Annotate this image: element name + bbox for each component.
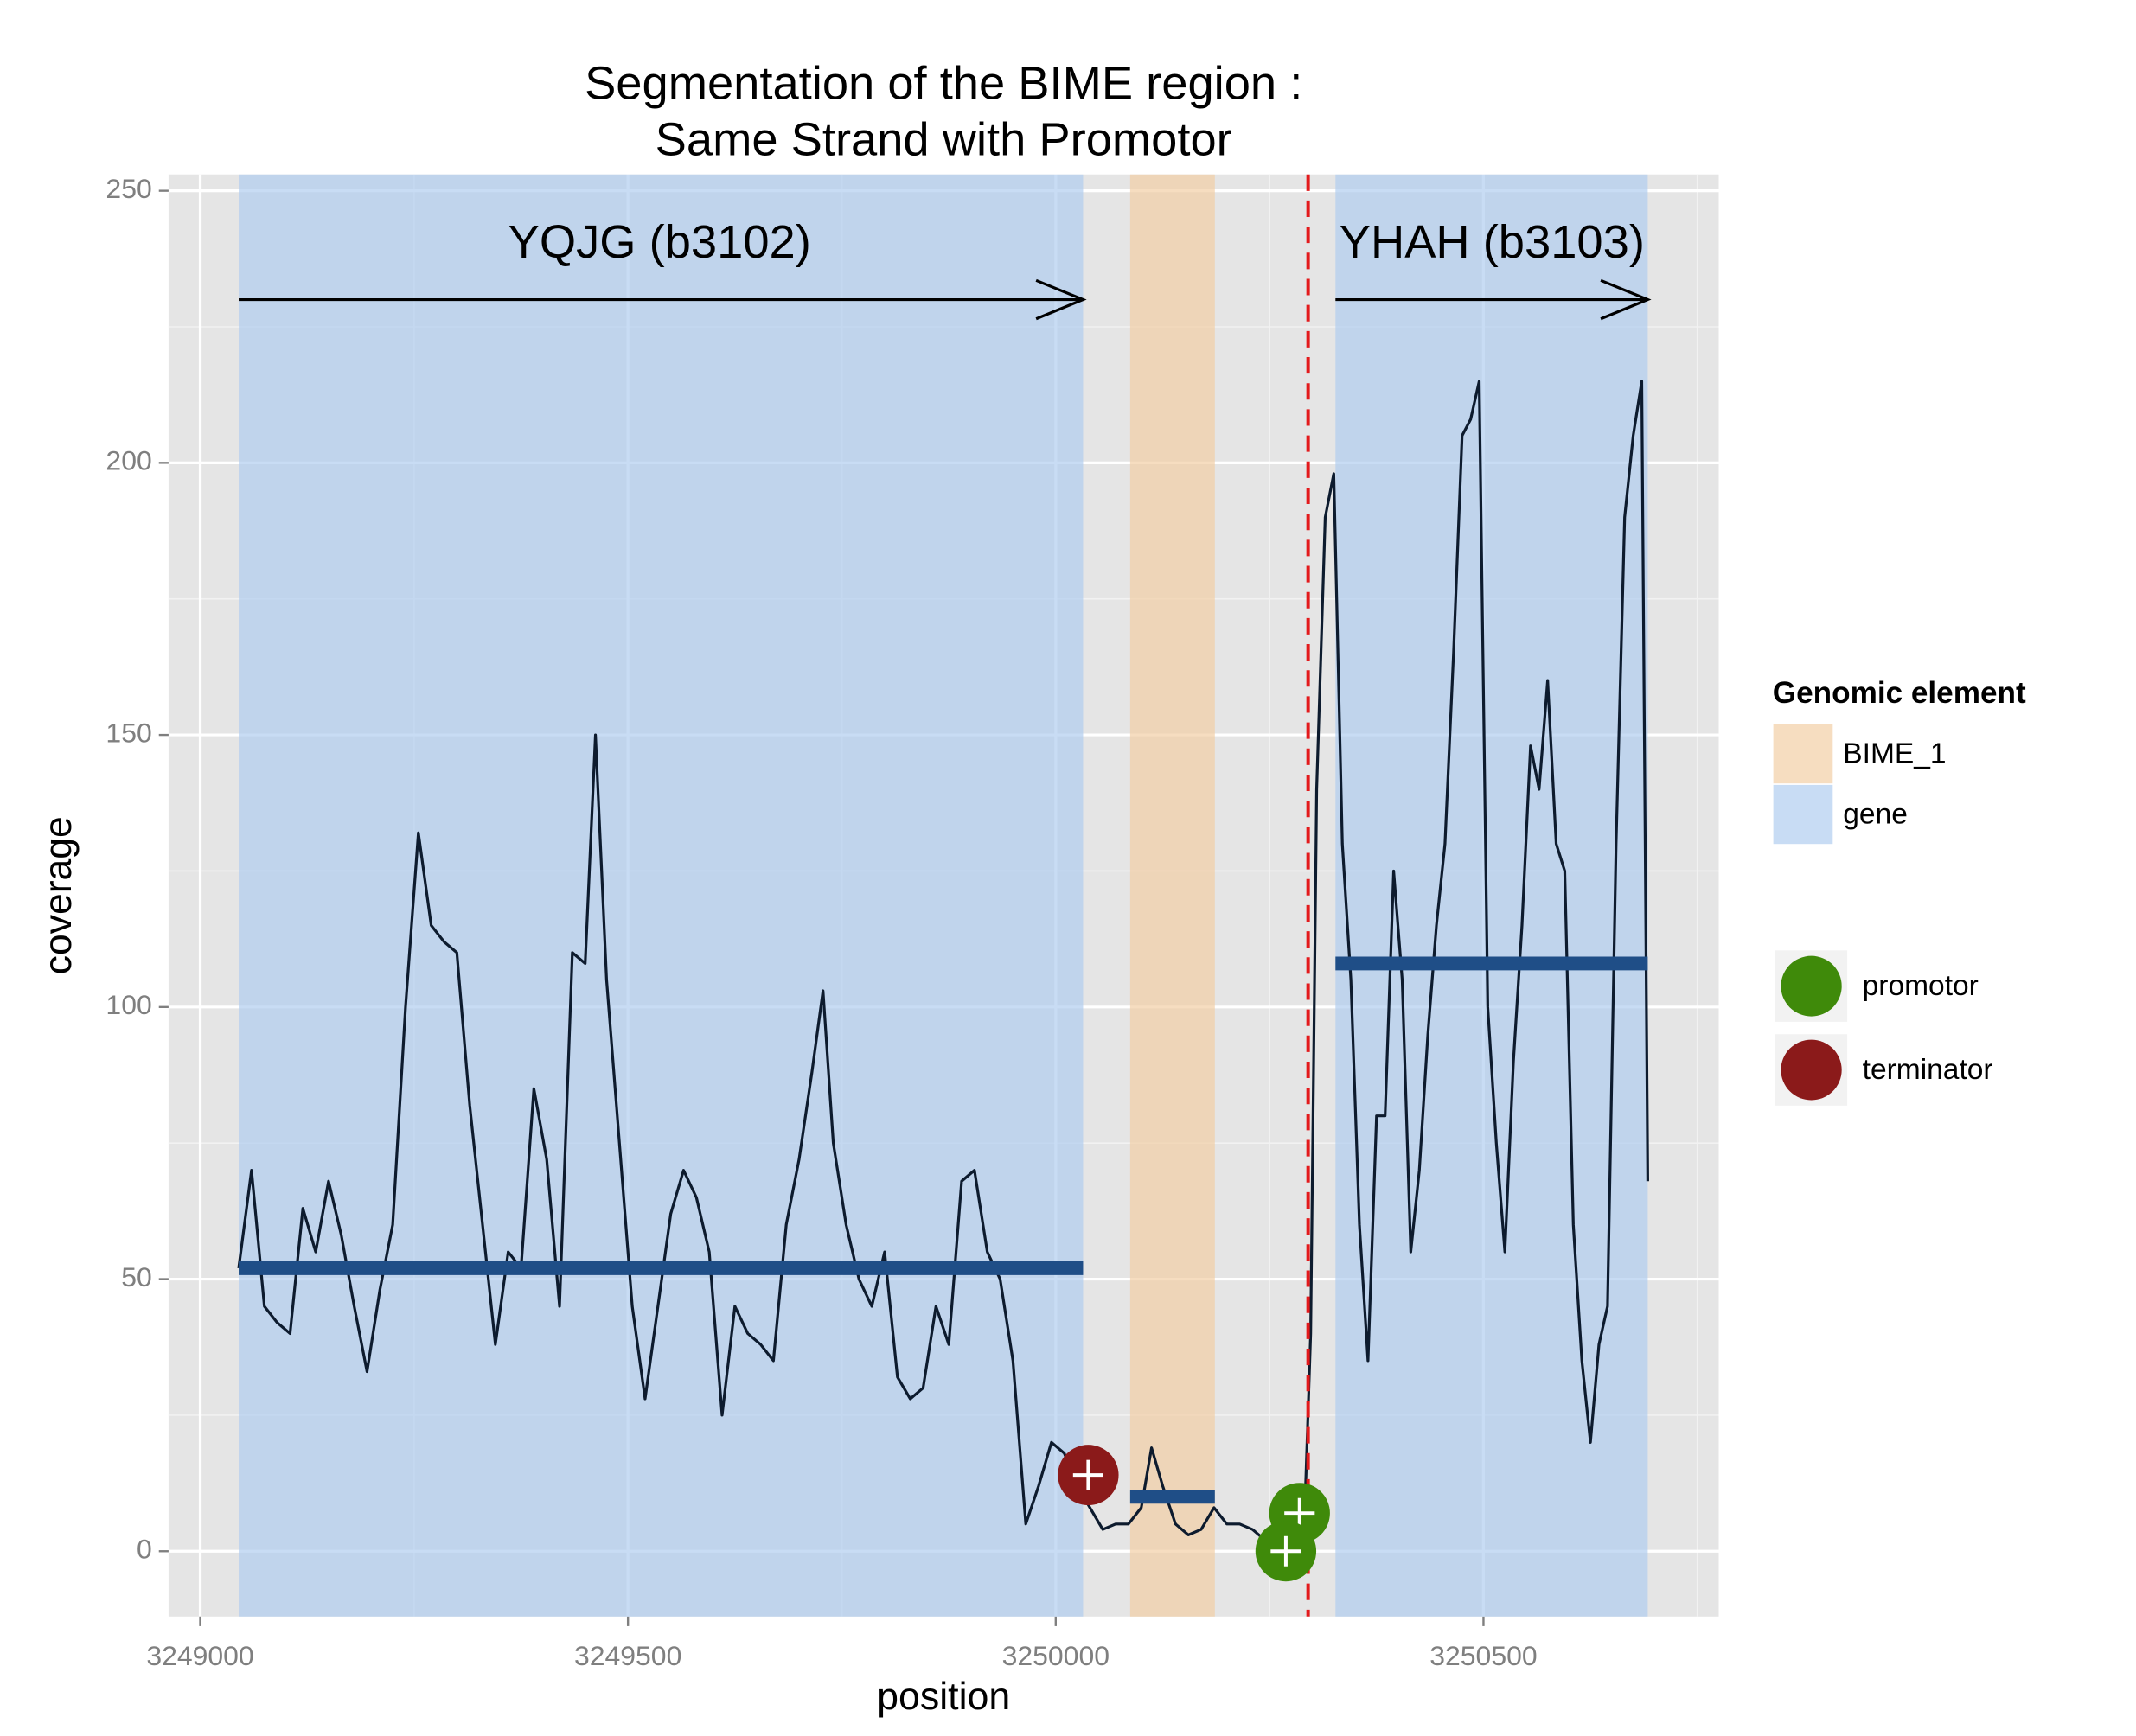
- x-tick-label: 3250500: [1429, 1640, 1537, 1671]
- region: [1335, 174, 1648, 1617]
- x-axis-label: position: [877, 1675, 1010, 1718]
- chart-title: Segmentation of the BIME region :: [585, 57, 1302, 109]
- x-tick-label: 3249000: [146, 1640, 253, 1671]
- legend-title: Genomic element: [1773, 676, 2026, 710]
- legend-label: gene: [1843, 799, 1908, 831]
- chart-subtitle: Same Strand with Promotor: [656, 114, 1232, 166]
- gene-label: YQJG (b3102): [508, 216, 811, 268]
- x-tick-label: 3250000: [1002, 1640, 1110, 1671]
- x-tick-label: 3249500: [574, 1640, 681, 1671]
- legend-key: [1772, 723, 1834, 785]
- gene-label: YHAH (b3103): [1340, 216, 1645, 268]
- y-tick-label: 100: [106, 989, 151, 1020]
- region: [1129, 174, 1215, 1617]
- arrow-head: [1600, 278, 1652, 321]
- legend-marker: [1781, 1039, 1842, 1101]
- legend-label: BIME_1: [1843, 738, 1946, 770]
- y-tick-label: 0: [137, 1534, 152, 1565]
- y-tick-label: 200: [106, 445, 151, 476]
- y-tick-label: 50: [121, 1261, 152, 1292]
- legend-label: terminator: [1863, 1054, 1993, 1086]
- y-tick-label: 150: [106, 718, 151, 749]
- y-axis-label: coverage: [37, 816, 80, 974]
- arrow-head: [1035, 278, 1087, 321]
- legend-marker: [1781, 955, 1842, 1017]
- region: [239, 174, 1084, 1617]
- y-tick-label: 250: [106, 173, 151, 204]
- legend-key: [1772, 783, 1834, 846]
- legend-label: promotor: [1863, 970, 1979, 1002]
